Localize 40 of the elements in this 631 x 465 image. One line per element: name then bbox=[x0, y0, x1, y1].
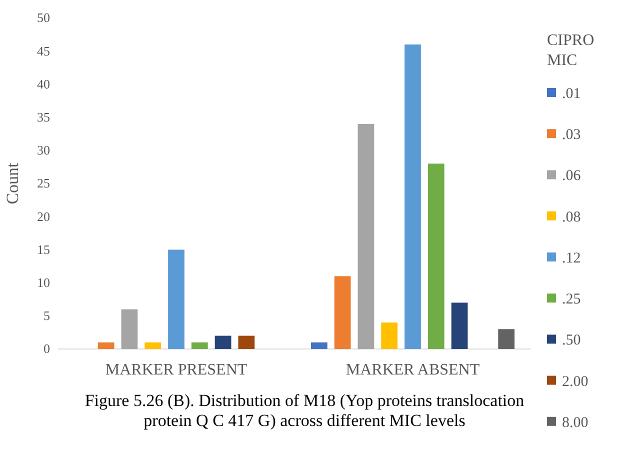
bar bbox=[404, 44, 421, 349]
legend-label: .01 bbox=[562, 86, 581, 102]
legend-label: .06 bbox=[562, 168, 582, 184]
bar bbox=[98, 342, 114, 349]
legend-label: .08 bbox=[562, 209, 581, 226]
x-tick-label: MARKER ABSENT bbox=[346, 361, 480, 378]
legend-label: 2.00 bbox=[562, 374, 588, 390]
y-tick-label: 35 bbox=[37, 109, 50, 124]
y-tick-label: 45 bbox=[37, 43, 50, 58]
y-tick-label: 15 bbox=[37, 242, 50, 257]
caption: Figure 5.26 (B). Distribution of M18 (Yop proteins translocation protein Q C 417 G) across different MIC levels bbox=[84, 391, 525, 430]
bar bbox=[144, 342, 162, 349]
bar bbox=[334, 276, 351, 349]
y-tick-label: 20 bbox=[37, 208, 50, 224]
y-tick-label: 10 bbox=[37, 274, 50, 290]
legend-label: 8.00 bbox=[562, 414, 588, 431]
bar bbox=[358, 124, 374, 349]
y-tick-label: 0 bbox=[44, 341, 50, 356]
y-tick-label: 40 bbox=[37, 76, 50, 92]
bar bbox=[238, 336, 255, 349]
y-tick-label: 50 bbox=[37, 10, 50, 26]
y-tick-label: 30 bbox=[37, 142, 50, 158]
legend-title: CIPRO MIC bbox=[547, 32, 594, 69]
legend-label: .50 bbox=[562, 332, 581, 349]
bar bbox=[310, 342, 328, 349]
bar bbox=[498, 329, 515, 349]
bar bbox=[214, 336, 232, 349]
legend-label: .03 bbox=[562, 127, 581, 144]
bar bbox=[428, 164, 444, 349]
y-axis-title: Count bbox=[3, 162, 22, 204]
bar bbox=[168, 250, 184, 349]
bar bbox=[381, 322, 398, 349]
legend-label: .25 bbox=[562, 292, 581, 308]
bar bbox=[451, 302, 468, 349]
x-tick-label: MARKER PRESENT bbox=[105, 361, 248, 378]
y-tick-label: 5 bbox=[44, 308, 50, 324]
y-tick-label: 25 bbox=[37, 176, 50, 191]
bar bbox=[191, 342, 208, 349]
bar bbox=[121, 309, 138, 349]
legend-label: .12 bbox=[562, 250, 581, 266]
